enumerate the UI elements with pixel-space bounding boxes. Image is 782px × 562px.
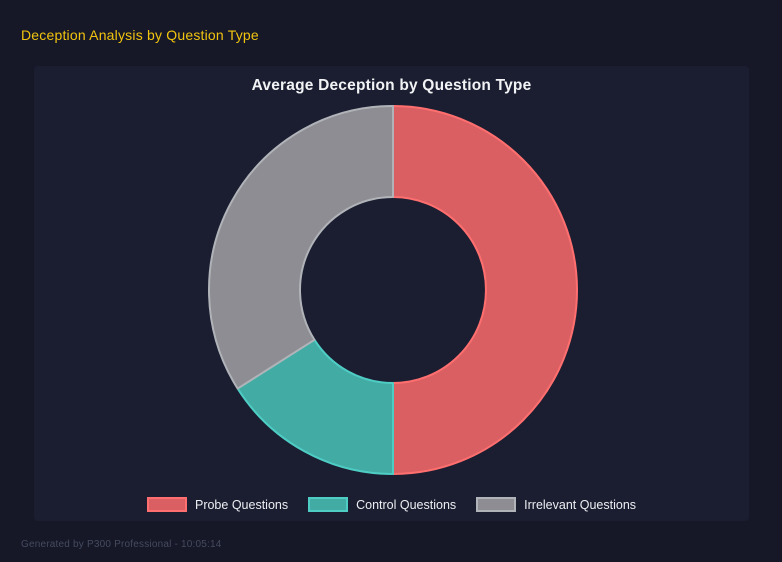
page-title: Deception Analysis by Question Type [21, 27, 259, 43]
legend-swatch-probe [146, 497, 187, 512]
legend-swatch-irrelevant [476, 497, 517, 512]
legend-swatch-control [308, 497, 349, 512]
legend-label-probe: Probe Questions [194, 497, 289, 512]
segment-probe-questions[interactable] [392, 105, 578, 475]
segment-control-questions[interactable] [236, 338, 394, 475]
legend-label-control: Control Questions [356, 497, 457, 512]
legend-item-probe-questions[interactable]: Probe Questions [146, 497, 289, 512]
chart-title: Average Deception by Question Type [251, 77, 532, 94]
legend-item-control-questions[interactable]: Control Questions [308, 497, 456, 512]
chart-panel: Average Deception by Question Type Probe… [34, 66, 749, 521]
doughnut-chart [208, 105, 578, 475]
chart-legend: Probe Questions Control Questions Irrele… [34, 497, 749, 512]
legend-item-irrelevant-questions[interactable]: Irrelevant Questions [476, 497, 636, 512]
footer-note: Generated by P300 Professional - 10:05:1… [21, 539, 222, 550]
legend-label-irrelevant: Irrelevant Questions [524, 497, 637, 512]
segment-irrelevant-questions[interactable] [208, 105, 394, 390]
